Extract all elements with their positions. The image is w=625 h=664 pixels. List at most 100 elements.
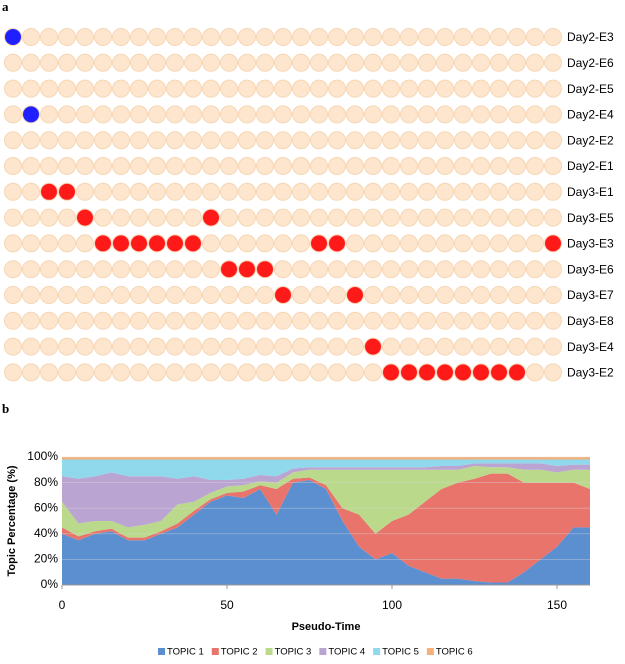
embryo-cell (40, 337, 58, 356)
embryo-cell (130, 105, 148, 124)
embryo-cell (40, 131, 58, 150)
embryo-cell (148, 337, 166, 356)
panel-label: b (2, 401, 9, 416)
embryo-cell (454, 53, 472, 72)
embryo-cell (472, 234, 490, 253)
embryo-cell (4, 286, 22, 304)
embryo-cell (166, 157, 184, 175)
highlight-dot (473, 364, 489, 381)
embryo-cell (112, 286, 130, 304)
highlight-dot (455, 364, 471, 381)
embryo-cell (274, 131, 292, 150)
embryo-cell (76, 260, 94, 279)
embryo-cell (22, 311, 40, 330)
embryo-cell (94, 105, 112, 124)
embryo-cell (400, 234, 418, 253)
embryo-cell (40, 260, 58, 279)
embryo-cell (4, 157, 22, 175)
embryo-cell (166, 363, 184, 382)
embryo-cell (310, 79, 328, 98)
embryo-cell (238, 337, 256, 356)
embryo-cell (274, 182, 292, 201)
row-label: Day2-E6 (567, 56, 614, 70)
embryo-cell (166, 53, 184, 72)
embryo-cell (292, 105, 310, 124)
embryo-cell (40, 311, 58, 330)
embryo-cell (94, 182, 112, 201)
embryo-cell (238, 311, 256, 330)
highlight-dot (275, 287, 291, 303)
embryo-cell (364, 79, 382, 98)
embryo-cell (472, 311, 490, 330)
embryo-cell (274, 234, 292, 253)
legend-swatch (373, 648, 381, 655)
y-tick-label: 40% (34, 526, 58, 540)
highlight-dot (185, 235, 201, 252)
embryo-cell (508, 182, 526, 201)
embryo-cell (238, 363, 256, 382)
embryo-cell (112, 260, 130, 279)
legend-label: TOPIC 3 (275, 647, 312, 658)
embryo-cell (490, 260, 508, 279)
embryo-cell (454, 208, 472, 227)
embryo-cell (166, 286, 184, 304)
area (62, 480, 590, 585)
embryo-cell (22, 157, 40, 175)
embryo-cell (94, 286, 112, 304)
embryo-cell (94, 363, 112, 382)
embryo-cell (40, 28, 58, 46)
highlight-dot (167, 235, 183, 252)
row-label: Day3-E1 (567, 185, 614, 199)
embryo-cell (472, 260, 490, 279)
embryo-cell (400, 260, 418, 279)
embryo-cell (310, 53, 328, 72)
embryo-cell (508, 131, 526, 150)
embryo-cell (4, 79, 22, 98)
embryo-cell (400, 182, 418, 201)
embryo-cell (310, 363, 328, 382)
embryo-cell (310, 157, 328, 175)
embryo-cell (508, 286, 526, 304)
embryo-cell (382, 311, 400, 330)
embryo-cell (292, 79, 310, 98)
area (62, 473, 590, 583)
embryo-cell (148, 79, 166, 98)
embryo-cell (436, 28, 454, 46)
embryo-cell (274, 79, 292, 98)
embryo-cell (256, 286, 274, 304)
embryo-cell (202, 260, 220, 279)
embryo-cell (40, 53, 58, 72)
embryo-cell (58, 234, 76, 253)
embryo-cell (184, 311, 202, 330)
embryo-cell (76, 28, 94, 46)
embryo-cell (382, 79, 400, 98)
embryo-cell (346, 53, 364, 72)
embryo-cell (274, 208, 292, 227)
embryo-cell (22, 208, 40, 227)
embryo-cell (346, 260, 364, 279)
embryo-cell (58, 363, 76, 382)
embryo-cell (418, 311, 436, 330)
embryo-cell (22, 28, 40, 46)
embryo-cell (310, 131, 328, 150)
embryo-cell (256, 79, 274, 98)
embryo-cell (544, 79, 562, 98)
embryo-cell (526, 208, 544, 227)
embryo-cell (454, 311, 472, 330)
embryo-cell (238, 131, 256, 150)
embryo-cell (184, 131, 202, 150)
embryo-cell (58, 157, 76, 175)
embryo-cell (112, 208, 130, 227)
embryo-cell (256, 337, 274, 356)
embryo-cell (454, 286, 472, 304)
embryo-cell (364, 311, 382, 330)
embryo-cell (40, 157, 58, 175)
embryo-cell (526, 131, 544, 150)
embryo-cell (544, 311, 562, 330)
row-label: Day3-E3 (567, 237, 614, 251)
embryo-cell (400, 157, 418, 175)
embryo-cell (490, 79, 508, 98)
embryo-cell (490, 234, 508, 253)
embryo-cell (184, 53, 202, 72)
row-label: Day2-E3 (567, 30, 614, 44)
